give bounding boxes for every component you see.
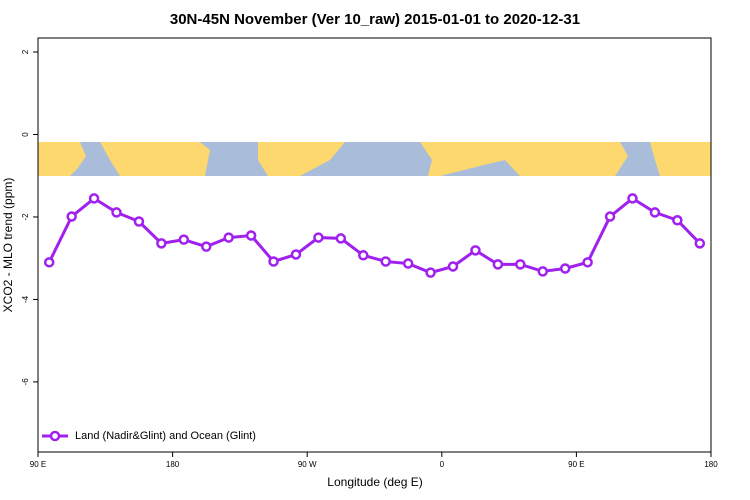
point: [66, 211, 77, 222]
point: [627, 193, 638, 204]
y-axis-label: XCO2 - MLO trend (ppm): [1, 178, 15, 313]
point: [672, 215, 683, 226]
point: [133, 216, 145, 227]
point: [223, 232, 234, 243]
point: [604, 211, 616, 222]
point: [313, 232, 324, 243]
point: [201, 241, 212, 252]
point: [470, 245, 481, 256]
point: [88, 193, 100, 204]
point: [358, 250, 369, 261]
point: [694, 238, 706, 249]
chart-title: 30N-45N November (Ver 10_raw) 2015-01-01…: [170, 11, 580, 28]
y-tick-label: 2: [21, 49, 30, 54]
x-tick-label: 90 W: [298, 460, 317, 469]
point: [425, 267, 436, 278]
point: [492, 259, 504, 270]
map-band: [38, 142, 711, 176]
x-tick-label: 90 E: [568, 460, 584, 469]
point: [111, 207, 122, 218]
x-tick-label: 180: [704, 460, 718, 469]
point: [649, 207, 661, 218]
legend-label: Land (Nadir&Glint) and Ocean (Glint): [75, 430, 256, 442]
plot-frame: [37, 37, 712, 453]
point: [402, 258, 414, 269]
point: [380, 256, 391, 267]
point: [447, 261, 459, 272]
series-line: [47, 196, 701, 275]
point: [43, 257, 55, 268]
x-tick-label: 0: [440, 460, 445, 469]
point: [582, 257, 593, 268]
y-tick-label: -6: [21, 378, 30, 386]
x-axis-label: Longitude (deg E): [327, 475, 422, 489]
point: [178, 234, 190, 245]
point: [268, 256, 279, 267]
point: [156, 238, 167, 249]
point: [559, 263, 571, 274]
y-tick-label: 0: [21, 132, 30, 137]
point: [335, 233, 347, 244]
y-tick-label: -4: [21, 295, 30, 303]
point: [245, 230, 257, 241]
y-tick-label: -2: [21, 213, 30, 221]
x-tick-label: 180: [166, 460, 180, 469]
x-tick-label: 90 E: [30, 460, 46, 469]
legend-marker: [49, 430, 61, 442]
point: [537, 266, 548, 277]
point: [290, 249, 302, 260]
point: [515, 259, 526, 270]
